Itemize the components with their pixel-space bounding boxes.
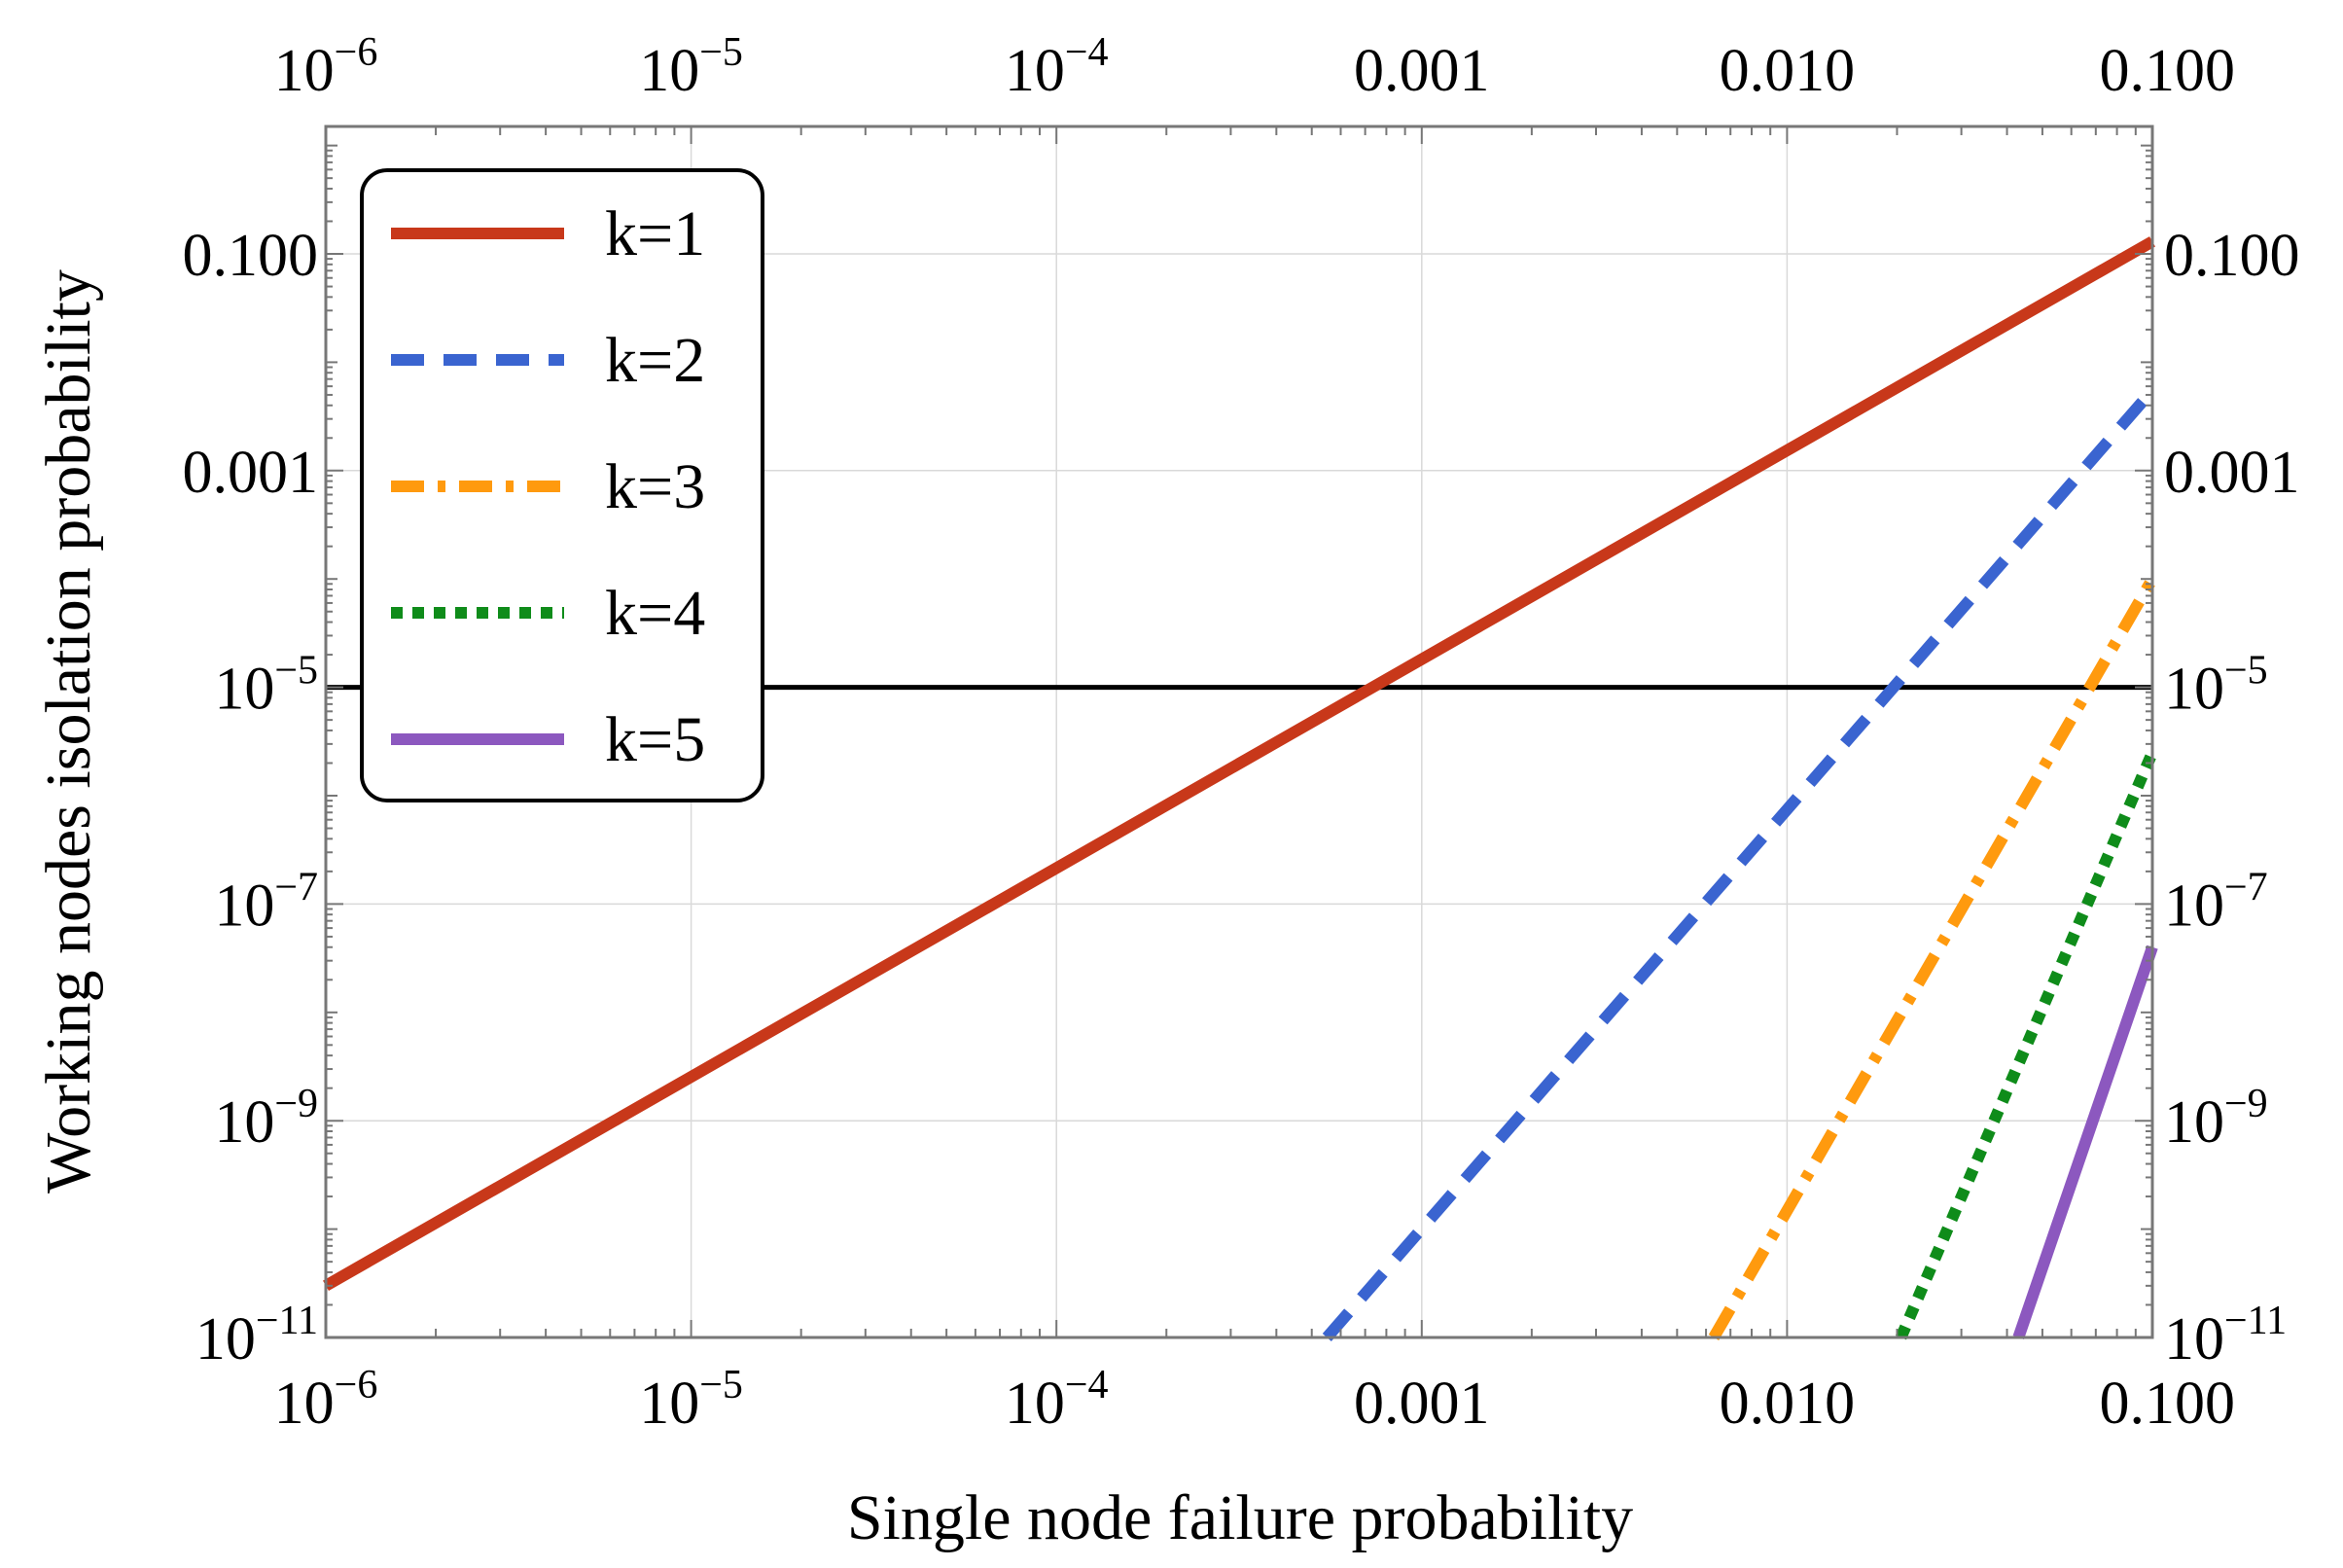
x-tick-label-bottom: 0.100 — [2100, 1371, 2236, 1437]
x-tick-label-bottom: 0.001 — [1354, 1371, 1490, 1437]
series-line-k5 — [2012, 944, 2158, 1339]
series-line-k2 — [1322, 386, 2157, 1341]
y-tick-label-left: 10−5 — [214, 649, 318, 723]
legend-items: k=1 k=2 k=3 k=4 k=5 — [391, 198, 705, 775]
x-tick-label-top: 0.100 — [2100, 38, 2236, 104]
legend-box — [360, 168, 764, 802]
y-tick-label-left: 10−7 — [214, 865, 318, 939]
y-tick-label-right: 10−9 — [2164, 1082, 2268, 1156]
y-tick-label-left: 10−11 — [195, 1299, 318, 1372]
y-tick-label-left: 0.100 — [183, 223, 319, 289]
x-tick-label-top: 0.010 — [1720, 38, 1856, 104]
legend-label-k4: k=4 — [605, 578, 705, 649]
y-tick-label-left: 0.001 — [183, 440, 319, 506]
series-line-k3 — [1708, 576, 2158, 1341]
legend-label-k3: k=3 — [605, 451, 705, 522]
plot-frame — [324, 125, 2154, 1339]
y-tick-label-right: 10−5 — [2164, 649, 2268, 723]
y-tick-label-left: 10−9 — [214, 1082, 318, 1156]
legend-label-k2: k=2 — [605, 325, 705, 396]
y-tick-label-right: 10−11 — [2164, 1299, 2287, 1372]
legend-label-k5: k=5 — [605, 704, 705, 775]
x-tick-label-bottom: 10−4 — [1005, 1363, 1109, 1437]
tick-labels: 10−6 10−6 10−5 10−5 10−4 10−4 0.001 0.001 0.010 0… — [183, 30, 2300, 1437]
x-tick-label-bottom: 0.010 — [1720, 1371, 1856, 1437]
series-layer — [323, 236, 2158, 1341]
y-axis-title: Working nodes isolation probability — [33, 269, 104, 1194]
x-axis-title: Single node failure probability — [847, 1482, 1633, 1553]
series-line-k1 — [323, 236, 2155, 1292]
x-tick-label-bottom: 10−5 — [639, 1363, 743, 1437]
x-tick-label-top: 10−5 — [639, 30, 743, 104]
y-tick-label-right: 10−7 — [2164, 865, 2268, 939]
x-tick-label-top: 0.001 — [1354, 38, 1490, 104]
x-tick-label-top: 10−6 — [274, 30, 378, 104]
y-tick-label-right: 0.100 — [2164, 223, 2300, 289]
x-tick-label-bottom: 10−6 — [274, 1363, 378, 1437]
y-tick-label-right: 0.001 — [2164, 440, 2300, 506]
legend-label-k1: k=1 — [605, 198, 705, 269]
x-tick-label-top: 10−4 — [1005, 30, 1109, 104]
ticks — [325, 126, 2152, 1338]
legend: k=1 k=2 k=3 k=4 k=5 — [360, 168, 764, 802]
